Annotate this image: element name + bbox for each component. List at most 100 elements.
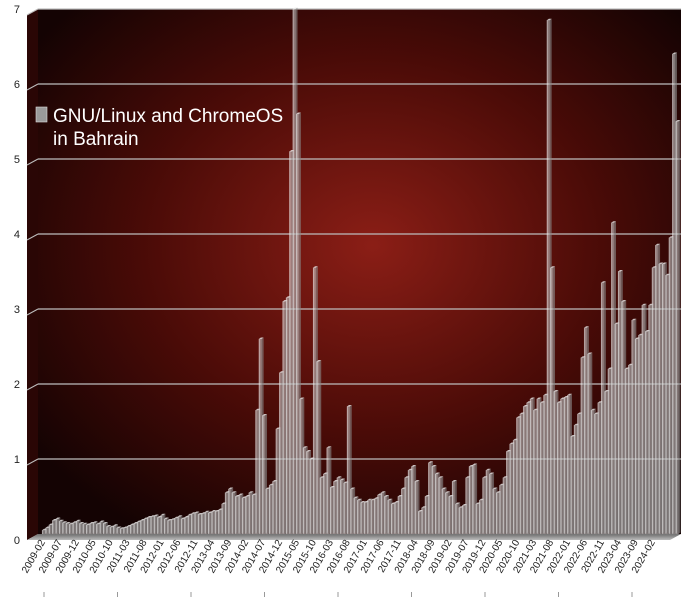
bar-top (587, 352, 593, 354)
plot-floor (27, 534, 681, 540)
bar-top (191, 512, 196, 514)
bar-front (583, 327, 588, 535)
bar-front (51, 520, 56, 535)
y-tick-label: 5 (14, 154, 20, 166)
bar-front (82, 524, 86, 535)
bar-top (618, 270, 623, 272)
bar-front (505, 451, 510, 535)
bar-top (367, 498, 373, 501)
bar-front (675, 121, 679, 535)
bar-front (170, 519, 174, 535)
bar-front (329, 487, 333, 535)
bar-front (116, 527, 120, 535)
bar-top (590, 408, 596, 411)
bar-front (201, 513, 205, 535)
bar-front (390, 503, 394, 535)
bar-front (129, 524, 134, 535)
bar-top (150, 515, 156, 517)
bar-top (153, 514, 159, 516)
bar-front (499, 485, 503, 535)
bar-front (424, 496, 428, 535)
bar-front (241, 497, 245, 535)
bar-top (621, 300, 627, 302)
bar-front (566, 395, 571, 535)
bar-front (48, 524, 52, 535)
bar-top (116, 526, 122, 528)
bar-front (262, 415, 266, 535)
bar-front (353, 497, 357, 535)
bar-front (394, 502, 398, 535)
bar-front (448, 496, 452, 535)
bar-front (651, 267, 655, 535)
bar-front (384, 496, 388, 535)
bar-front (123, 527, 127, 535)
bar-front (614, 323, 618, 535)
bar-front (533, 410, 537, 535)
bar-top (584, 326, 589, 328)
bar-front (668, 237, 672, 535)
bar-front (370, 500, 374, 535)
bar-front (62, 522, 66, 535)
bar-front (184, 517, 188, 535)
bar-front (102, 523, 106, 535)
bar-top (675, 120, 681, 122)
bar-front (217, 509, 222, 535)
bar-front (431, 466, 435, 535)
bar-front (221, 503, 225, 535)
gridline-side (26, 233, 39, 241)
bar-front (404, 477, 408, 535)
bar-top (262, 414, 268, 416)
bar-front (112, 525, 117, 535)
bar-top (641, 303, 647, 306)
y-tick-label: 3 (14, 304, 20, 316)
bar-front (516, 417, 520, 535)
bar-top (611, 221, 617, 223)
bar-top (346, 405, 352, 407)
bar-front (319, 477, 323, 535)
bar-front (238, 494, 242, 535)
bar-front (556, 402, 560, 535)
bar-front (604, 391, 608, 535)
bar-front (265, 488, 269, 535)
bar-front (99, 521, 103, 535)
bar-top (302, 446, 308, 448)
bar-front (475, 503, 479, 535)
bar-top (485, 468, 491, 471)
gridline-side (26, 158, 39, 166)
bar-front (133, 523, 137, 535)
bar-front (570, 436, 574, 535)
bar-front (563, 397, 567, 535)
bar-top (177, 515, 183, 517)
bar-front (272, 481, 276, 535)
bar-front (638, 335, 642, 535)
bar-front (350, 488, 354, 535)
bar-front (153, 515, 157, 535)
bar-front (672, 53, 676, 535)
bar-front (478, 500, 483, 535)
bar-top (631, 318, 637, 321)
y-axis-ticks: 0 1 2 3 4 5 6 7 (14, 4, 20, 547)
bar-front (485, 470, 489, 535)
bar-front (346, 406, 350, 535)
bars (41, 7, 681, 535)
bar-top (662, 262, 667, 264)
bar-top (65, 522, 71, 524)
bar-top (414, 480, 420, 482)
bar-top (658, 262, 664, 264)
bar-front (380, 492, 384, 535)
bar-front (204, 512, 208, 535)
bar-front (526, 402, 530, 535)
bar-top (75, 519, 81, 522)
bar-top (102, 522, 108, 524)
bar-front (326, 447, 330, 535)
bar-front (367, 500, 371, 535)
bar-front (119, 528, 123, 535)
bar-front (461, 505, 466, 535)
bar-top (248, 491, 254, 493)
bar-top (299, 397, 305, 399)
bar-front (590, 410, 594, 535)
y-tick-label: 6 (14, 79, 20, 91)
bar-front (597, 402, 601, 535)
bar-front (428, 462, 432, 535)
bar-front (468, 466, 472, 535)
